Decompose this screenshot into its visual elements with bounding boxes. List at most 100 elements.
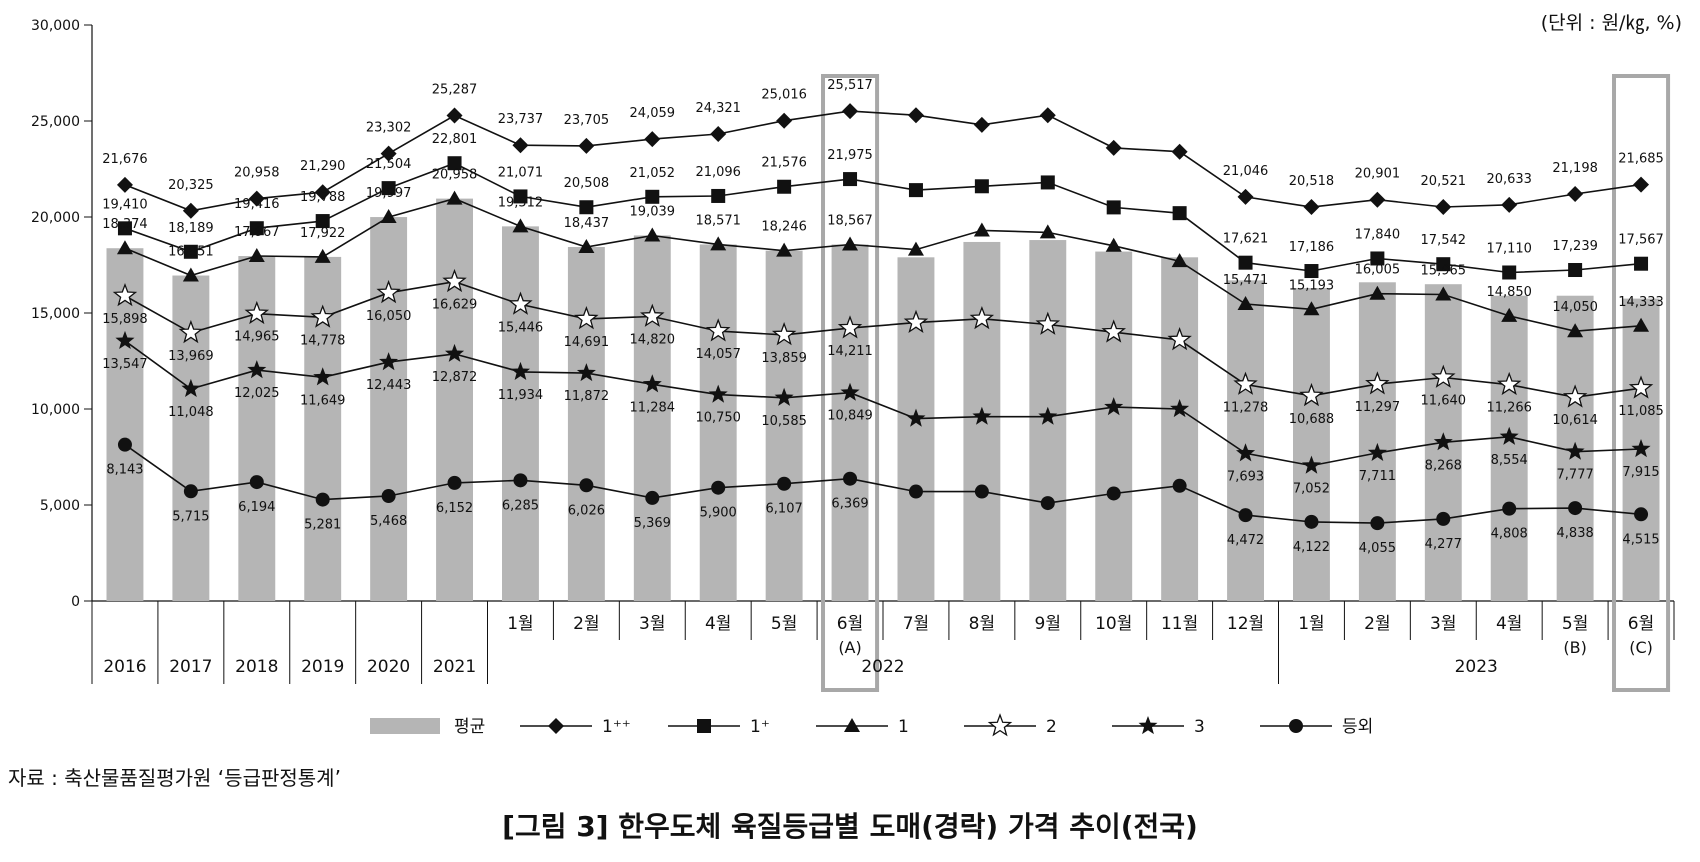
data-point-star-filled <box>1104 397 1124 416</box>
month-label: 1월 <box>507 614 533 634</box>
data-label: 5,715 <box>172 509 209 524</box>
unit-label: (단위 : 원/㎏, %) <box>1540 12 1682 34</box>
data-label: 25,016 <box>761 88 807 103</box>
data-point-star-open <box>771 322 797 346</box>
highlight-box <box>821 74 880 692</box>
data-label: 19,997 <box>366 186 412 201</box>
data-point-circle <box>1568 501 1583 516</box>
data-label: 17,621 <box>1223 232 1269 247</box>
data-label: 4,515 <box>1622 532 1659 547</box>
data-point-star-open <box>574 306 599 330</box>
month-label: 3월 <box>1430 614 1456 634</box>
legend-marker-diamond <box>548 718 564 734</box>
data-point-diamond <box>380 145 397 162</box>
legend-marker-star-open <box>987 713 1013 737</box>
bar-average <box>1161 257 1199 601</box>
data-point-triangle <box>182 267 199 282</box>
data-point-diamond <box>1303 199 1320 216</box>
data-label: 19,039 <box>630 204 676 219</box>
data-point-diamond <box>1567 185 1584 202</box>
bar-average <box>1227 280 1264 601</box>
data-label: 23,302 <box>366 121 412 136</box>
data-point-circle <box>1304 514 1319 529</box>
data-label: 14,778 <box>300 333 346 348</box>
data-point-star-filled <box>379 352 399 371</box>
data-label: 20,633 <box>1486 172 1532 187</box>
data-point-triangle <box>446 190 463 205</box>
data-point-diamond <box>644 131 661 148</box>
data-point-star-open <box>1365 371 1390 395</box>
data-label: 16,050 <box>366 309 412 324</box>
data-label: 15,471 <box>1223 273 1269 288</box>
data-label: 15,965 <box>1421 263 1467 278</box>
data-point-star-filled <box>972 406 992 425</box>
y-tick-label: 20,000 <box>31 210 80 226</box>
data-point-circle <box>974 484 989 499</box>
data-label: 20,508 <box>564 176 610 191</box>
data-label: 21,198 <box>1552 161 1598 176</box>
data-label: 4,808 <box>1491 527 1528 542</box>
data-label: 17,967 <box>234 225 280 240</box>
series-line-4 <box>124 280 1642 399</box>
data-point-triangle <box>907 241 924 256</box>
data-label: 25,517 <box>827 78 873 93</box>
data-label: 11,284 <box>630 400 676 415</box>
data-label: 11,934 <box>498 388 544 403</box>
year-label: 2016 <box>103 657 146 677</box>
data-point-triangle <box>973 222 990 237</box>
data-label: 18,437 <box>564 216 610 231</box>
series-line-2 <box>124 162 1642 274</box>
data-point-star-filled <box>1301 455 1321 474</box>
bar-average <box>897 257 935 601</box>
data-label: 6,152 <box>436 501 473 516</box>
data-point-diamond <box>314 184 331 201</box>
bar-average <box>963 241 1001 601</box>
data-label: 11,278 <box>1223 400 1269 415</box>
data-point-triangle <box>842 236 859 251</box>
data-label: 15,898 <box>102 312 148 327</box>
data-label: 18,374 <box>102 217 148 232</box>
data-point-star-open <box>508 291 533 315</box>
data-label: 7,915 <box>1622 465 1659 480</box>
data-label: 11,048 <box>168 405 214 420</box>
y-tick-label: 25,000 <box>31 114 80 130</box>
data-point-circle <box>1238 508 1253 523</box>
data-point-star-open <box>705 318 731 342</box>
data-label: 4,122 <box>1293 540 1330 555</box>
series-line-6 <box>124 444 1642 524</box>
month-label: 2월 <box>573 614 599 634</box>
data-label: 24,059 <box>630 106 676 121</box>
month-label: 12월 <box>1227 614 1264 634</box>
year-label: 2021 <box>433 657 476 677</box>
data-label: 17,110 <box>1486 241 1532 256</box>
data-label: 21,676 <box>102 152 148 167</box>
data-point-star-filled <box>708 384 728 403</box>
data-label: 20,325 <box>168 178 214 193</box>
y-tick-label: 5,000 <box>40 498 80 514</box>
data-label: 21,096 <box>695 165 741 180</box>
data-point-diamond <box>446 107 463 124</box>
data-point-diamond <box>842 103 859 120</box>
data-point-star-filled <box>247 360 267 379</box>
data-point-square <box>1304 264 1319 279</box>
month-label: 4월 <box>705 614 731 634</box>
bar-average <box>633 235 671 601</box>
data-point-triangle <box>116 240 133 255</box>
data-label: 14,057 <box>695 347 741 362</box>
data-point-triangle <box>1105 237 1122 252</box>
data-point-star-filled <box>1038 406 1058 425</box>
data-label: 14,965 <box>234 330 280 345</box>
data-label: 11,649 <box>300 393 346 408</box>
data-point-star-open <box>837 315 863 339</box>
data-label: 21,975 <box>827 148 873 163</box>
data-label: 7,693 <box>1227 469 1264 484</box>
data-label: 5,900 <box>700 506 737 521</box>
data-point-diamond <box>710 126 727 143</box>
legend-marker-triangle <box>844 718 860 732</box>
legend-label: 1⁺ <box>750 717 770 737</box>
data-label: 6,194 <box>238 500 275 515</box>
data-label: 11,872 <box>564 389 610 404</box>
data-point-circle <box>1106 486 1121 501</box>
legend-marker-square <box>697 719 711 733</box>
data-label: 4,277 <box>1425 537 1462 552</box>
